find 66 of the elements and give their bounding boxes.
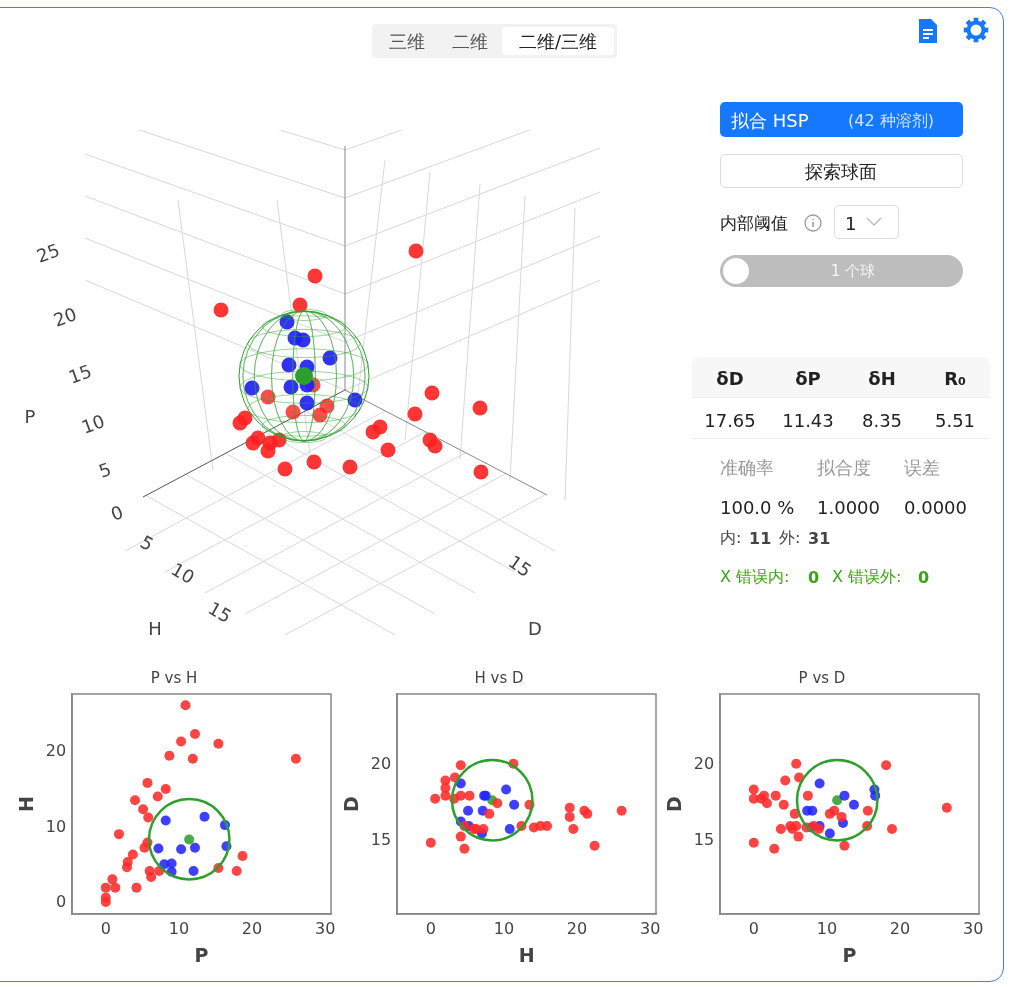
y-tick-label: 0: [55, 891, 67, 911]
text: X 错误内:: [720, 566, 790, 588]
x-tick-label: 30: [314, 918, 336, 938]
text: 15: [504, 550, 536, 582]
text: δD: [716, 367, 744, 389]
y-tick-label: 10: [45, 816, 67, 836]
text: X 错误外:: [832, 566, 902, 588]
text: 31: [808, 528, 831, 548]
text: 内部阈值: [720, 211, 788, 235]
text: 0: [108, 501, 126, 525]
text: 15: [65, 360, 95, 388]
text: 5: [96, 458, 114, 482]
text: 10: [167, 558, 199, 588]
x-tick-label: 10: [168, 918, 190, 938]
y-axis-title: H: [15, 796, 38, 812]
x-tick-label: 0: [748, 918, 759, 938]
text: δH: [868, 367, 896, 389]
x-tick-label: 10: [493, 918, 515, 938]
text: 5.51: [934, 409, 976, 431]
text: 内:: [720, 527, 742, 549]
text: D: [528, 617, 542, 639]
text: 1.0000: [817, 496, 880, 518]
text: 二维/三维: [518, 30, 598, 54]
x-tick-label: 20: [241, 918, 263, 938]
x-tick-label: 20: [889, 918, 911, 938]
text: 10: [78, 410, 108, 438]
text: 15: [204, 597, 236, 627]
text: 25: [33, 239, 63, 267]
x-tick-label: 30: [639, 918, 661, 938]
x-tick-label: 0: [100, 918, 111, 938]
chart-title: H vs D: [474, 668, 524, 687]
text: 拟合 HSP: [731, 109, 809, 133]
text: 11.43: [782, 409, 834, 431]
text: 准确率: [720, 456, 774, 480]
text: 11: [749, 528, 772, 548]
text: 探索球面: [805, 160, 877, 184]
text: 100.0 %: [720, 496, 795, 518]
x-axis-title: P: [842, 943, 857, 966]
y-axis-title: D: [663, 796, 686, 812]
text: 0: [918, 567, 930, 587]
x-tick-label: 0: [425, 918, 436, 938]
x-tick-label: 20: [566, 918, 588, 938]
text: 误差: [904, 456, 940, 480]
x-tick-label: 30: [962, 918, 984, 938]
text: H: [148, 617, 162, 639]
text: δP: [795, 367, 821, 389]
text: 外:: [779, 527, 801, 549]
text: 0.0000: [904, 496, 967, 518]
chart-title: P vs D: [798, 668, 846, 687]
text: 拟合度: [817, 456, 871, 480]
y-axis-title: D: [340, 796, 363, 812]
text: P: [24, 405, 36, 427]
text: R₀: [944, 367, 966, 389]
text: 二维: [452, 30, 488, 54]
text: 5: [136, 531, 158, 555]
y-tick-label: 20: [45, 741, 67, 761]
text: 0: [808, 567, 820, 587]
text: (42 种溶剂): [848, 110, 934, 132]
text: 三维: [389, 30, 425, 54]
text: 1: [845, 212, 857, 234]
text: 17.65: [704, 409, 756, 431]
x-axis-title: H: [518, 943, 535, 966]
x-axis-title: P: [194, 943, 209, 966]
text: 8.35: [861, 409, 903, 431]
x-tick-label: 10: [816, 918, 838, 938]
chart-title: P vs H: [150, 668, 198, 687]
